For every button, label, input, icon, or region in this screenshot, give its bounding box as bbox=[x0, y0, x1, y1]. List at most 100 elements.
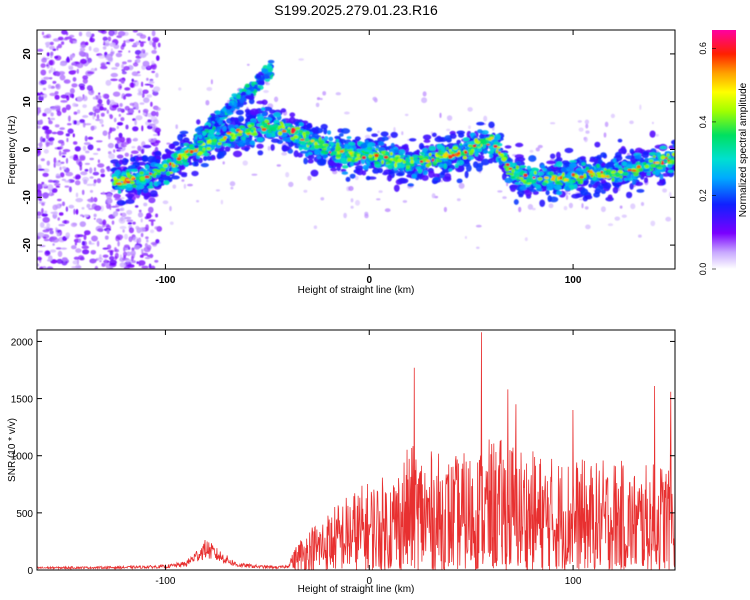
heatmap-cell bbox=[665, 151, 672, 156]
heatmap-cell bbox=[356, 154, 361, 158]
colorbar: 0.0 0.2 0.4 0.6 Normalized spectral amplitu… bbox=[698, 30, 749, 275]
heatmap-cell bbox=[148, 219, 156, 222]
heatmap-cell bbox=[90, 33, 95, 38]
heatmap-cell bbox=[40, 79, 47, 85]
heatmap-cell bbox=[397, 158, 403, 163]
heatmap-cell bbox=[156, 55, 160, 61]
heatmap-cell bbox=[364, 213, 369, 219]
heatmap-cell bbox=[233, 101, 238, 108]
heatmap-cell bbox=[51, 131, 58, 135]
heatmap-cell bbox=[45, 250, 51, 255]
heatmap-cell bbox=[589, 158, 597, 163]
heatmap-cell bbox=[129, 102, 135, 106]
heatmap-cell bbox=[247, 124, 252, 128]
heatmap-cell bbox=[128, 50, 131, 53]
heatmap-cell bbox=[67, 128, 74, 134]
heatmap-cell bbox=[634, 154, 642, 160]
heatmap-cell bbox=[89, 167, 93, 174]
heatmap-cell bbox=[318, 158, 326, 165]
heatmap-cell bbox=[42, 138, 46, 143]
heatmap-cell bbox=[139, 254, 144, 258]
heatmap-cell bbox=[514, 182, 521, 185]
heatmap-cell bbox=[302, 131, 306, 137]
heatmap-cell bbox=[399, 162, 406, 169]
heatmap-cell bbox=[536, 188, 543, 192]
heatmap-cell bbox=[402, 160, 406, 164]
heatmap-cell bbox=[210, 79, 213, 85]
heatmap-cell bbox=[146, 77, 149, 81]
heatmap-cell bbox=[120, 79, 125, 84]
heatmap-cell bbox=[101, 124, 104, 127]
heatmap-cell bbox=[115, 208, 120, 212]
heatmap-cell bbox=[133, 245, 141, 250]
heatmap-cell bbox=[366, 147, 373, 150]
heatmap-cell bbox=[398, 149, 406, 155]
heatmap-cell bbox=[73, 141, 78, 145]
heatmap-cell bbox=[44, 210, 48, 214]
heatmap-cell bbox=[507, 162, 516, 168]
heatmap-cell bbox=[323, 128, 328, 135]
heatmap-cell bbox=[54, 105, 61, 110]
heatmap-cell bbox=[70, 222, 77, 228]
heatmap-cell bbox=[155, 107, 161, 111]
heatmap-cell bbox=[120, 212, 127, 218]
heatmap-cell bbox=[130, 164, 136, 169]
heatmap-cell bbox=[194, 162, 199, 167]
heatmap-cell bbox=[668, 191, 672, 198]
heatmap-cell bbox=[319, 97, 323, 101]
heatmap-cell bbox=[600, 170, 604, 174]
heatmap-cell bbox=[138, 109, 141, 114]
heatmap-cell bbox=[600, 173, 604, 177]
heatmap-cell bbox=[622, 171, 629, 176]
heatmap-cell bbox=[666, 153, 670, 157]
heatmap-cell bbox=[671, 139, 675, 145]
heatmap-cell bbox=[323, 151, 329, 155]
heatmap-cell bbox=[656, 151, 661, 157]
heatmap-cell bbox=[89, 176, 94, 179]
heatmap-cell bbox=[545, 190, 550, 196]
heatmap-cell bbox=[579, 156, 586, 161]
heatmap-cell bbox=[146, 168, 154, 172]
heatmap-cell bbox=[42, 125, 50, 131]
heatmap-cell bbox=[635, 161, 641, 166]
heatmap-cell bbox=[305, 130, 310, 136]
heatmap-cell bbox=[132, 236, 139, 243]
heatmap-cell bbox=[125, 258, 131, 263]
heatmap-cell bbox=[654, 161, 660, 164]
heatmap-cell bbox=[106, 98, 111, 106]
heatmap-cell bbox=[50, 51, 54, 56]
heatmap-cell bbox=[632, 179, 636, 186]
heatmap-cell bbox=[282, 137, 290, 142]
heatmap-cell bbox=[141, 252, 149, 256]
heatmap-cell bbox=[215, 189, 220, 192]
heatmap-cell bbox=[78, 50, 84, 57]
heatmap-cell bbox=[334, 135, 341, 140]
heatmap-cell bbox=[150, 101, 153, 107]
heatmap-cell bbox=[607, 223, 614, 227]
heatmap-cell bbox=[305, 133, 309, 138]
heatmap-cell bbox=[634, 181, 644, 186]
heatmap-cell bbox=[126, 180, 131, 184]
heatmap-cell bbox=[117, 50, 123, 53]
heatmap-cell bbox=[119, 103, 123, 107]
heatmap-cell bbox=[50, 117, 56, 121]
heatmap-cell bbox=[40, 69, 47, 76]
heatmap-cell bbox=[146, 239, 149, 243]
heatmap-cell bbox=[126, 251, 132, 257]
heatmap-cell bbox=[457, 152, 461, 155]
heatmap-cell bbox=[139, 227, 146, 233]
heatmap-cell bbox=[147, 155, 157, 164]
heatmap-cell bbox=[656, 167, 663, 170]
heatmap-cell bbox=[107, 142, 114, 149]
heatmap-cell bbox=[90, 250, 97, 255]
heatmap-cell bbox=[422, 91, 427, 97]
heatmap-cell bbox=[125, 39, 131, 43]
heatmap-cell bbox=[231, 93, 238, 97]
heatmap-cell bbox=[274, 96, 279, 103]
heatmap-cell bbox=[431, 193, 436, 199]
heatmap-cell bbox=[239, 98, 245, 104]
heatmap-cell bbox=[316, 97, 321, 101]
heatmap-cell bbox=[103, 41, 106, 46]
